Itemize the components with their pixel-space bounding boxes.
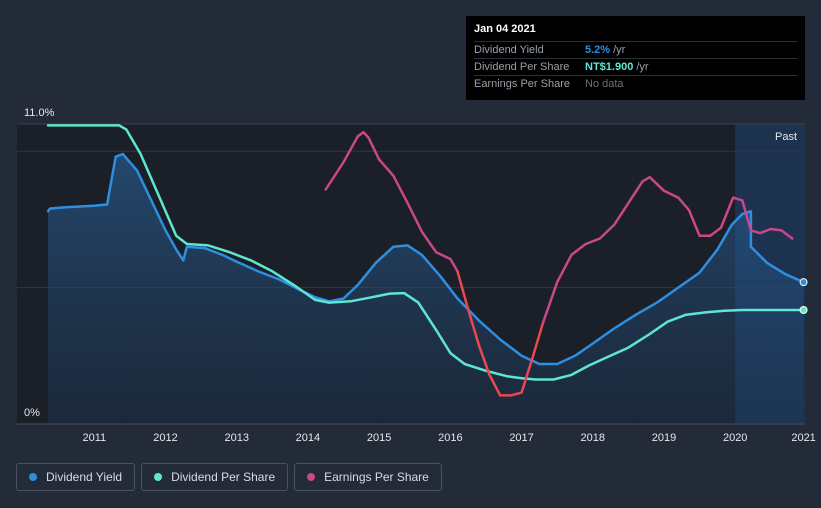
y-axis-bottom-label: 0% xyxy=(24,407,40,419)
legend-label: Earnings Per Share xyxy=(324,470,429,484)
x-tick-label: 2015 xyxy=(367,432,391,444)
legend-dot-icon xyxy=(307,473,316,481)
dividend-yield-line xyxy=(46,152,805,366)
legend-label: Dividend Yield xyxy=(46,470,123,484)
dividend-per-share-end-marker xyxy=(799,306,808,314)
tooltip-unit: /yr xyxy=(636,61,649,73)
earnings-per-share-line xyxy=(324,130,459,273)
tooltip-unit: /yr xyxy=(613,44,626,56)
x-tick-label: 2020 xyxy=(723,432,747,444)
legend-item-dividend-yield[interactable]: Dividend Yield xyxy=(16,463,136,491)
legend-dot-icon xyxy=(154,473,163,481)
tooltip-row-earnings-per-share: Earnings Per Share No data xyxy=(474,75,797,92)
earnings-per-share-line xyxy=(541,175,794,325)
legend-dot-icon xyxy=(29,473,37,481)
x-tick-label: 2013 xyxy=(224,432,248,444)
tooltip-value: 5.2% xyxy=(585,44,611,56)
tooltip-label: Earnings Per Share xyxy=(474,78,570,90)
x-tick-label: 2017 xyxy=(509,432,533,444)
dividend-yield-area xyxy=(48,154,804,424)
dividend-per-share-line xyxy=(46,124,805,381)
legend: Dividend Yield Dividend Per Share Earnin… xyxy=(16,463,442,491)
x-tick-label: 2012 xyxy=(153,432,177,444)
x-tick-label: 2011 xyxy=(82,432,106,444)
tooltip-row-dividend-yield: Dividend Yield 5.2% /yr xyxy=(474,41,797,58)
dividend-yield-end-marker xyxy=(799,278,808,287)
legend-item-dividend-per-share[interactable]: Dividend Per Share xyxy=(141,463,289,491)
x-tick-label: 2016 xyxy=(438,432,462,444)
tooltip-date: Jan 04 2021 xyxy=(474,23,536,35)
chart: 11.0% 0% Past 2011 2012 2013 2014 2015 2016 20… xyxy=(17,107,816,444)
earnings-per-share-decline-line xyxy=(456,270,545,397)
x-tick-label: 2019 xyxy=(652,432,676,444)
x-tick-label: 2021 xyxy=(791,432,815,444)
x-axis-ticks: 2011 2012 2013 2014 2015 2016 2017 2018 2019 2020… xyxy=(82,432,815,444)
x-tick-label: 2018 xyxy=(581,432,605,444)
tooltip-label: Dividend Per Share xyxy=(474,61,570,73)
tooltip-label: Dividend Yield xyxy=(474,44,544,56)
legend-item-earnings-per-share[interactable]: Earnings Per Share xyxy=(294,463,442,491)
past-label: Past xyxy=(775,131,797,143)
legend-label: Dividend Per Share xyxy=(171,470,276,484)
tooltip-value: No data xyxy=(585,78,624,90)
tooltip-row-dividend-per-share: Dividend Per Share NT$1.900 /yr xyxy=(474,58,797,75)
x-tick-label: 2014 xyxy=(296,432,320,444)
y-axis-top-label: 11.0% xyxy=(24,107,55,119)
tooltip: Jan 04 2021 Dividend Yield 5.2% /yr Divi… xyxy=(466,16,805,100)
tooltip-value: NT$1.900 xyxy=(585,61,634,73)
